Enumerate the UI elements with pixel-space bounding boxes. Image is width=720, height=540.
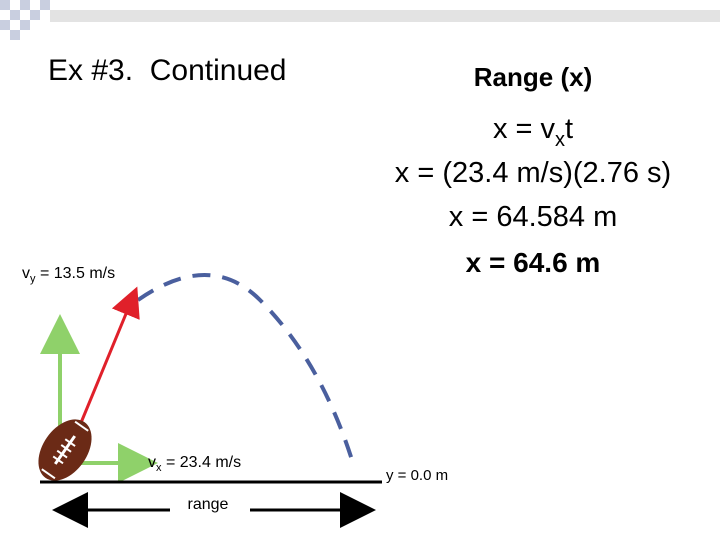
formula-sub: x xyxy=(555,129,565,151)
range-label: range xyxy=(188,496,229,513)
vy-start: v xyxy=(22,265,30,282)
football xyxy=(38,419,92,481)
vx-label: vx = 23.4 m/s xyxy=(148,454,241,474)
heading: Range (x) xyxy=(474,62,592,92)
velocity-arrow xyxy=(76,286,140,431)
result: x = 64.584 m xyxy=(449,201,617,233)
solution: Range (x) x = vxt x = (23.4 m/s)(2.76 s)… xyxy=(395,62,671,278)
diagram: vy = 13.5 m/s vx = 23.4 m/s y = 0.0 m ra… xyxy=(22,265,448,528)
vy-sub: y xyxy=(30,273,36,285)
formula-start: x = v xyxy=(493,113,556,145)
ground-label: y = 0.0 m xyxy=(386,467,448,484)
answer: x = 64.6 m xyxy=(466,247,601,278)
formula-end: t xyxy=(565,113,573,145)
vx-start: v xyxy=(148,454,156,471)
vx-sub: x xyxy=(156,462,162,474)
formula: x = vxt xyxy=(493,113,573,151)
vx-end: = 23.4 m/s xyxy=(162,454,242,471)
vy-label: vy = 13.5 m/s xyxy=(22,265,115,285)
vy-end: = 13.5 m/s xyxy=(36,265,116,282)
trajectory xyxy=(136,273,354,461)
header-decoration xyxy=(0,0,720,40)
substitution: x = (23.4 m/s)(2.76 s) xyxy=(395,157,671,189)
title: Ex #3. Continued xyxy=(48,54,287,87)
